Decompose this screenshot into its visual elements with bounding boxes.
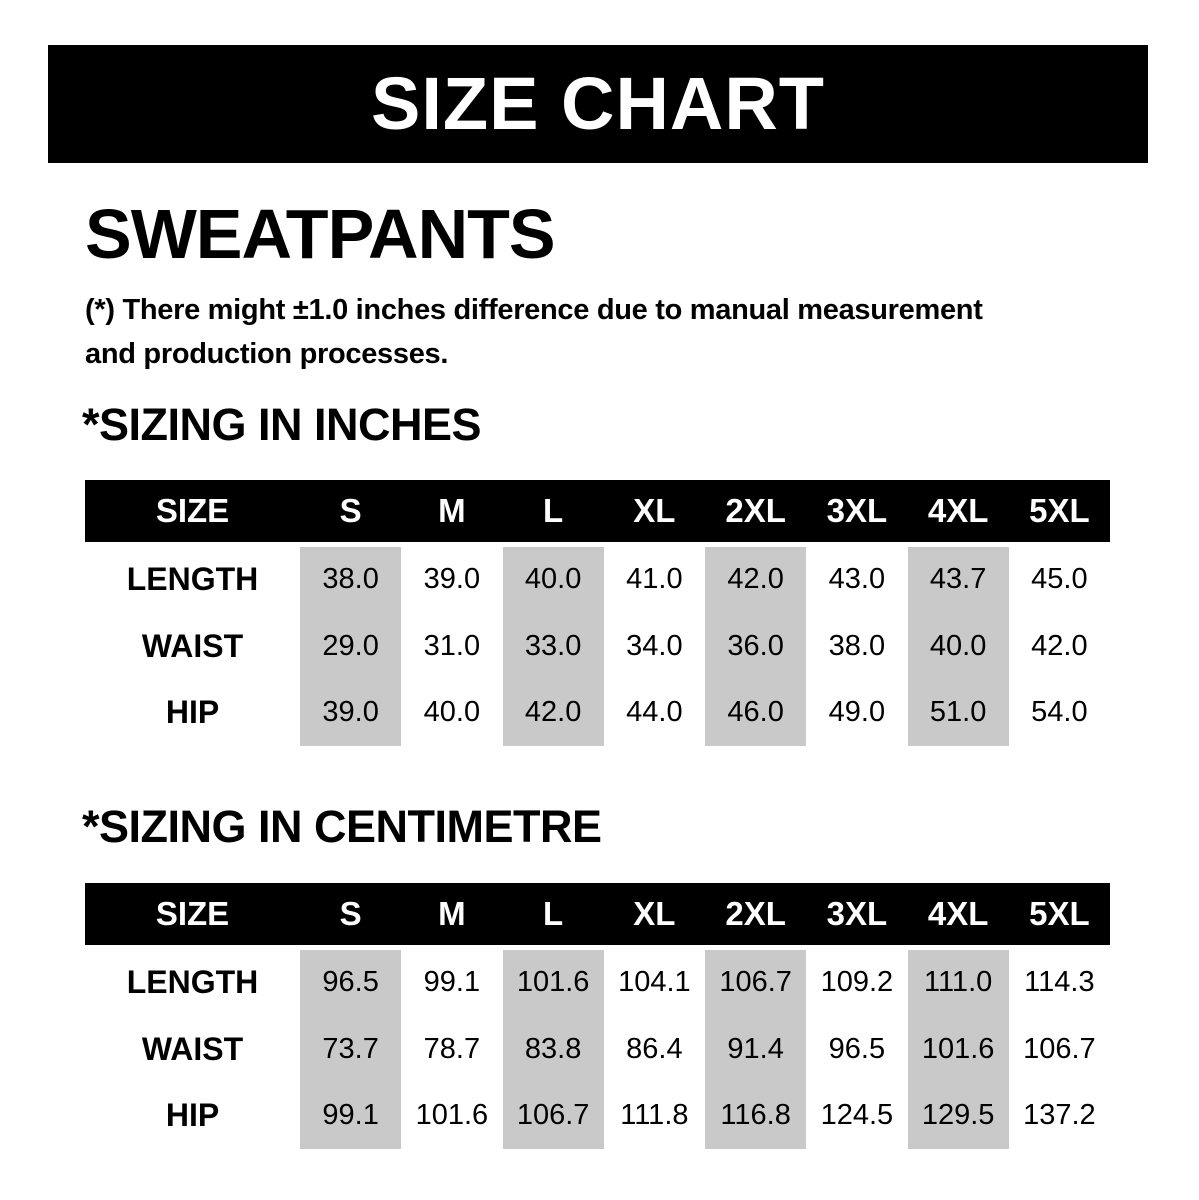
size-value: 44.0 xyxy=(626,696,683,729)
section-heading-centimetre: *SIZING IN CENTIMETRE xyxy=(82,801,602,852)
size-value: 104.1 xyxy=(618,966,691,999)
column-header-l: L xyxy=(502,883,604,945)
size-value: 45.0 xyxy=(1031,563,1088,596)
size-value: 42.0 xyxy=(502,679,604,746)
column-header-s: S xyxy=(300,480,402,542)
size-value: 99.1 xyxy=(423,966,481,999)
size-table-inches: SIZE S M L XL 2XL 3XL 4XL 5XL LENGTH 38.0 39.0 40.0 4… xyxy=(85,480,1110,746)
size-value: 31.0 xyxy=(423,629,481,662)
size-value: 40.0 xyxy=(907,613,1009,680)
size-value: 42.0 xyxy=(705,546,807,613)
size-value: 129.5 xyxy=(907,1082,1009,1149)
size-value: 43.7 xyxy=(907,546,1009,613)
size-value: 106.7 xyxy=(1023,1032,1096,1065)
size-value: 101.6 xyxy=(502,949,604,1016)
size-value: 109.2 xyxy=(820,966,894,999)
size-value: 101.6 xyxy=(907,1016,1009,1083)
column-header-3xl: 3XL xyxy=(806,480,908,542)
column-header-xl: XL xyxy=(603,883,705,945)
size-value: 33.0 xyxy=(502,613,604,680)
size-value: 39.0 xyxy=(423,563,481,596)
section-heading-inches: *SIZING IN INCHES xyxy=(82,399,482,450)
size-value: 111.0 xyxy=(907,949,1009,1016)
disclaimer-line-1: (*) There might ±1.0 inches difference d… xyxy=(85,294,983,326)
size-value: 42.0 xyxy=(1031,629,1088,662)
column-header-m: M xyxy=(401,480,503,542)
column-header-l: L xyxy=(502,480,604,542)
row-label-length: LENGTH xyxy=(126,964,259,1001)
size-value: 116.8 xyxy=(705,1082,807,1149)
row-label-hip: HIP xyxy=(165,1097,220,1134)
row-label-waist: WAIST xyxy=(141,1030,244,1067)
size-value: 40.0 xyxy=(423,696,481,729)
size-value: 43.0 xyxy=(828,563,886,596)
size-value: 101.6 xyxy=(415,1099,489,1132)
size-value: 137.2 xyxy=(1023,1099,1096,1132)
size-value: 86.4 xyxy=(626,1032,683,1065)
size-value: 54.0 xyxy=(1031,696,1088,729)
row-label-length: LENGTH xyxy=(126,561,259,598)
column-header-xl: XL xyxy=(603,480,705,542)
size-value: 83.8 xyxy=(502,1016,604,1083)
product-title: SWEATPANTS xyxy=(85,195,556,273)
disclaimer-text: (*) There might ±1.0 inches difference d… xyxy=(85,288,983,376)
size-value: 34.0 xyxy=(626,629,683,662)
column-header-size: SIZE xyxy=(85,480,300,542)
size-value: 106.7 xyxy=(502,1082,604,1149)
size-value: 38.0 xyxy=(828,629,886,662)
size-value: 46.0 xyxy=(705,679,807,746)
size-value: 96.5 xyxy=(828,1032,886,1065)
size-value: 40.0 xyxy=(502,546,604,613)
size-value: 78.7 xyxy=(423,1032,481,1065)
column-header-5xl: 5XL xyxy=(1008,480,1110,542)
title-bar: SIZE CHART xyxy=(48,45,1148,163)
column-header-4xl: 4XL xyxy=(907,883,1009,945)
size-value: 29.0 xyxy=(300,613,402,680)
column-header-size: SIZE xyxy=(85,883,300,945)
column-header-2xl: 2XL xyxy=(705,883,807,945)
size-value: 99.1 xyxy=(300,1082,402,1149)
size-value: 111.8 xyxy=(620,1099,689,1132)
size-value: 106.7 xyxy=(705,949,807,1016)
disclaimer-line-2: and production processes. xyxy=(85,338,449,370)
size-value: 38.0 xyxy=(300,546,402,613)
size-value: 36.0 xyxy=(705,613,807,680)
size-value: 49.0 xyxy=(828,696,886,729)
column-header-3xl: 3XL xyxy=(806,883,908,945)
row-label-waist: WAIST xyxy=(141,627,244,664)
column-header-m: M xyxy=(401,883,503,945)
size-value: 51.0 xyxy=(907,679,1009,746)
page-title: SIZE CHART xyxy=(371,62,825,145)
column-header-4xl: 4XL xyxy=(907,480,1009,542)
column-header-s: S xyxy=(300,883,402,945)
size-table-centimetre: SIZE S M L XL 2XL 3XL 4XL 5XL LENGTH 96.5 99.1 101.6… xyxy=(85,883,1110,1149)
size-value: 96.5 xyxy=(300,949,402,1016)
row-label-hip: HIP xyxy=(165,694,220,731)
size-value: 114.3 xyxy=(1024,966,1095,999)
column-header-2xl: 2XL xyxy=(705,480,807,542)
column-header-5xl: 5XL xyxy=(1008,883,1110,945)
size-value: 41.0 xyxy=(626,563,683,596)
size-value: 39.0 xyxy=(300,679,402,746)
size-value: 73.7 xyxy=(300,1016,402,1083)
size-value: 124.5 xyxy=(820,1099,894,1132)
size-value: 91.4 xyxy=(705,1016,807,1083)
